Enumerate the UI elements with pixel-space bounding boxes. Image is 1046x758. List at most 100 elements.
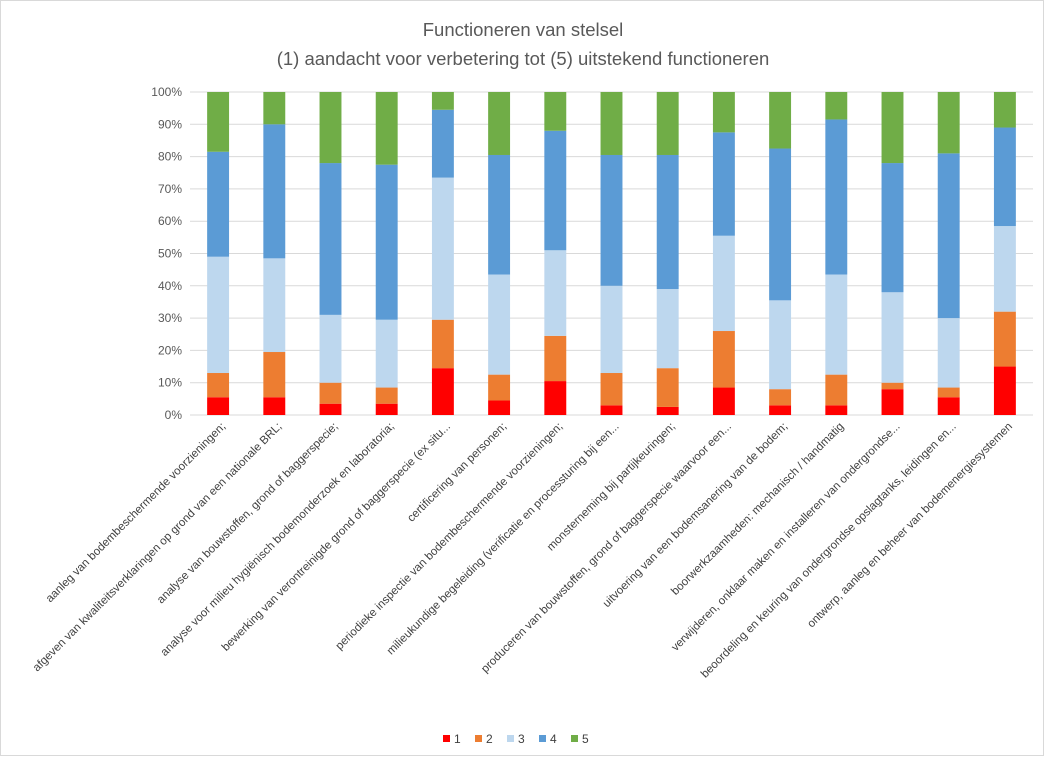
bar-segment-series-4 [488,154,511,275]
bar-segment-series-4 [881,163,904,293]
legend-swatch-5 [571,735,578,742]
bar-segment-series-2 [600,373,623,406]
bar-segment-series-5 [825,92,848,120]
bars [207,92,1016,415]
legend: 1 2 3 4 5 [443,732,589,746]
bar-segment-series-1 [881,389,904,415]
bar-segment-series-3 [431,177,454,320]
x-tick-label: ontwerp, aanleg en beheer van bodemenerg… [805,421,1015,631]
bar-segment-series-2 [712,331,735,388]
bar-segment-series-3 [656,289,679,369]
y-tick-label: 90% [158,117,182,131]
bar-segment-series-3 [937,318,960,388]
chart-title: Functioneren van stelsel [423,19,624,40]
legend-swatch-4 [539,735,546,742]
bar-segment-series-5 [375,92,398,165]
bar-segment-series-2 [937,387,960,398]
bar-segment-series-5 [431,92,454,110]
bar-segment-series-1 [207,397,230,415]
y-tick-label: 100% [151,85,182,99]
y-tick-label: 30% [158,311,182,325]
legend-swatch-3 [507,735,514,742]
bar-segment-series-3 [993,226,1016,312]
bar-segment-series-4 [712,132,735,236]
bar-segment-series-3 [712,235,735,332]
chart-subtitle: (1) aandacht voor verbetering tot (5) ui… [277,48,770,69]
x-tick-label: certificering van personen; [405,421,509,525]
y-tick-label: 10% [158,376,182,390]
bar-segment-series-1 [375,403,398,415]
bar-segment-series-4 [375,164,398,320]
bar-segment-series-2 [825,374,848,406]
legend-label-5: 5 [582,732,589,746]
bar-segment-series-3 [544,250,567,336]
x-tick-label: beoordeling en keuring van ondergrondse … [699,421,959,681]
y-tick-label: 20% [158,343,182,357]
bar-segment-series-4 [993,127,1016,227]
bar-segment-series-5 [937,92,960,154]
legend-label-2: 2 [486,732,493,746]
bar-segment-series-1 [600,405,623,415]
bar-segment-series-3 [769,300,792,390]
bar-segment-series-4 [207,151,230,257]
legend-label-4: 4 [550,732,557,746]
bar-segment-series-5 [544,92,567,131]
bar-segment-series-5 [881,92,904,164]
bar-segment-series-5 [656,92,679,155]
legend-swatch-2 [475,735,482,742]
bar-segment-series-2 [431,319,454,369]
y-tick-label: 50% [158,247,182,261]
bar-segment-series-1 [712,387,735,415]
bar-segment-series-2 [769,389,792,406]
bar-segment-series-4 [825,119,848,275]
bar-segment-series-2 [993,311,1016,367]
legend-label-1: 1 [454,732,461,746]
bar-segment-series-2 [488,374,511,401]
bar-segment-series-1 [656,406,679,415]
bar-segment-series-2 [656,368,679,407]
bar-segment-series-3 [600,285,623,374]
bar-segment-series-4 [263,124,286,259]
legend-swatch-1 [443,735,450,742]
bar-segment-series-3 [881,292,904,383]
bar-segment-series-5 [488,92,511,155]
bar-segment-series-4 [544,130,567,251]
bar-segment-series-5 [712,92,735,133]
bar-segment-series-4 [937,153,960,319]
bar-segment-series-1 [937,397,960,415]
bar-segment-series-2 [544,335,567,382]
bar-segment-series-3 [825,274,848,375]
bar-segment-series-5 [207,92,230,152]
bar-segment-series-5 [993,92,1016,128]
y-tick-label: 70% [158,182,182,196]
y-tick-label: 0% [165,408,183,422]
bar-segment-series-3 [319,314,342,383]
bar-segment-series-4 [600,154,623,286]
bar-segment-series-4 [319,163,342,315]
y-tick-label: 40% [158,279,182,293]
y-tick-label: 80% [158,150,182,164]
x-tick-label: afgeven van kwaliteitsverklaringen op gr… [31,421,284,674]
bar-segment-series-2 [881,382,904,390]
x-axis-labels: aanleg van bodembeschermende voorziening… [31,421,1015,681]
bar-segment-series-1 [993,366,1016,415]
legend-label-3: 3 [518,732,525,746]
bar-segment-series-5 [769,92,792,149]
bar-segment-series-5 [319,92,342,164]
bar-segment-series-5 [263,92,286,125]
bar-segment-series-3 [488,274,511,375]
y-axis-ticks: 0% 10% 20% 30% 40% 50% 60% 70% 80% 90% 100% [151,85,182,422]
bar-segment-series-1 [769,405,792,415]
bar-segment-series-1 [488,400,511,415]
bar-segment-series-1 [263,397,286,415]
bar-segment-series-2 [263,352,286,398]
bar-segment-series-4 [656,154,679,290]
bar-segment-series-5 [600,92,623,155]
x-tick-label: uitvoering van een bodemsanering van de … [601,421,790,610]
bar-segment-series-4 [431,109,454,178]
bar-segment-series-1 [544,381,567,415]
bar-segment-series-1 [319,403,342,415]
bar-segment-series-1 [431,368,454,415]
